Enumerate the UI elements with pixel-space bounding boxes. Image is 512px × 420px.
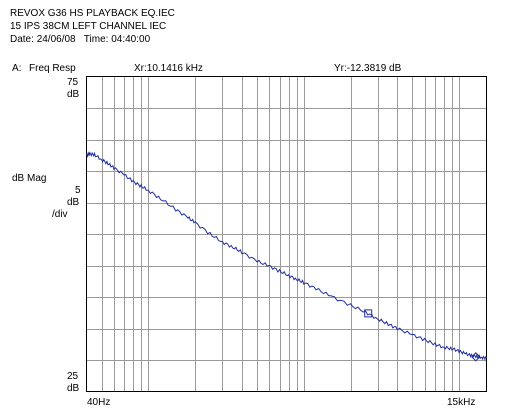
marker-x-readout: Xr:10.1416 kHz	[134, 63, 203, 74]
trace-id: A:	[12, 63, 22, 74]
delta-marker	[471, 352, 481, 362]
trace-line	[86, 151, 487, 361]
y-div-unit: dB	[67, 197, 80, 208]
header-title: REVOX G36 HS PLAYBACK EQ.IEC	[10, 8, 175, 19]
y-top-value: 75	[67, 77, 79, 88]
y-div-label: /div	[52, 209, 68, 220]
trace-name: Freq Resp	[29, 63, 76, 74]
date-label: Date:	[10, 34, 34, 45]
plot-frame	[86, 76, 487, 392]
y-axis-label: dB Mag	[12, 173, 47, 184]
y-top-unit: dB	[67, 89, 80, 100]
y-div-value: 5	[75, 185, 81, 196]
grid	[86, 76, 487, 392]
header-datetime: Date: 24/06/08 Time: 04:40:00	[10, 34, 150, 46]
x-end-label: 15kHz	[447, 397, 476, 408]
reference-marker	[364, 309, 373, 318]
markers	[364, 309, 481, 362]
y-bottom-unit: dB	[67, 383, 80, 394]
marker-y-readout: Yr:-12.3819 dB	[334, 63, 402, 74]
date-value: 24/06/08	[36, 34, 76, 45]
time-value: 04:40:00	[111, 34, 151, 45]
y-bottom-value: 25	[67, 371, 79, 382]
header-subtitle: 15 IPS 38CM LEFT CHANNEL IEC	[10, 21, 167, 32]
time-label: Time:	[83, 34, 109, 45]
x-start-label: 40Hz	[87, 397, 111, 408]
